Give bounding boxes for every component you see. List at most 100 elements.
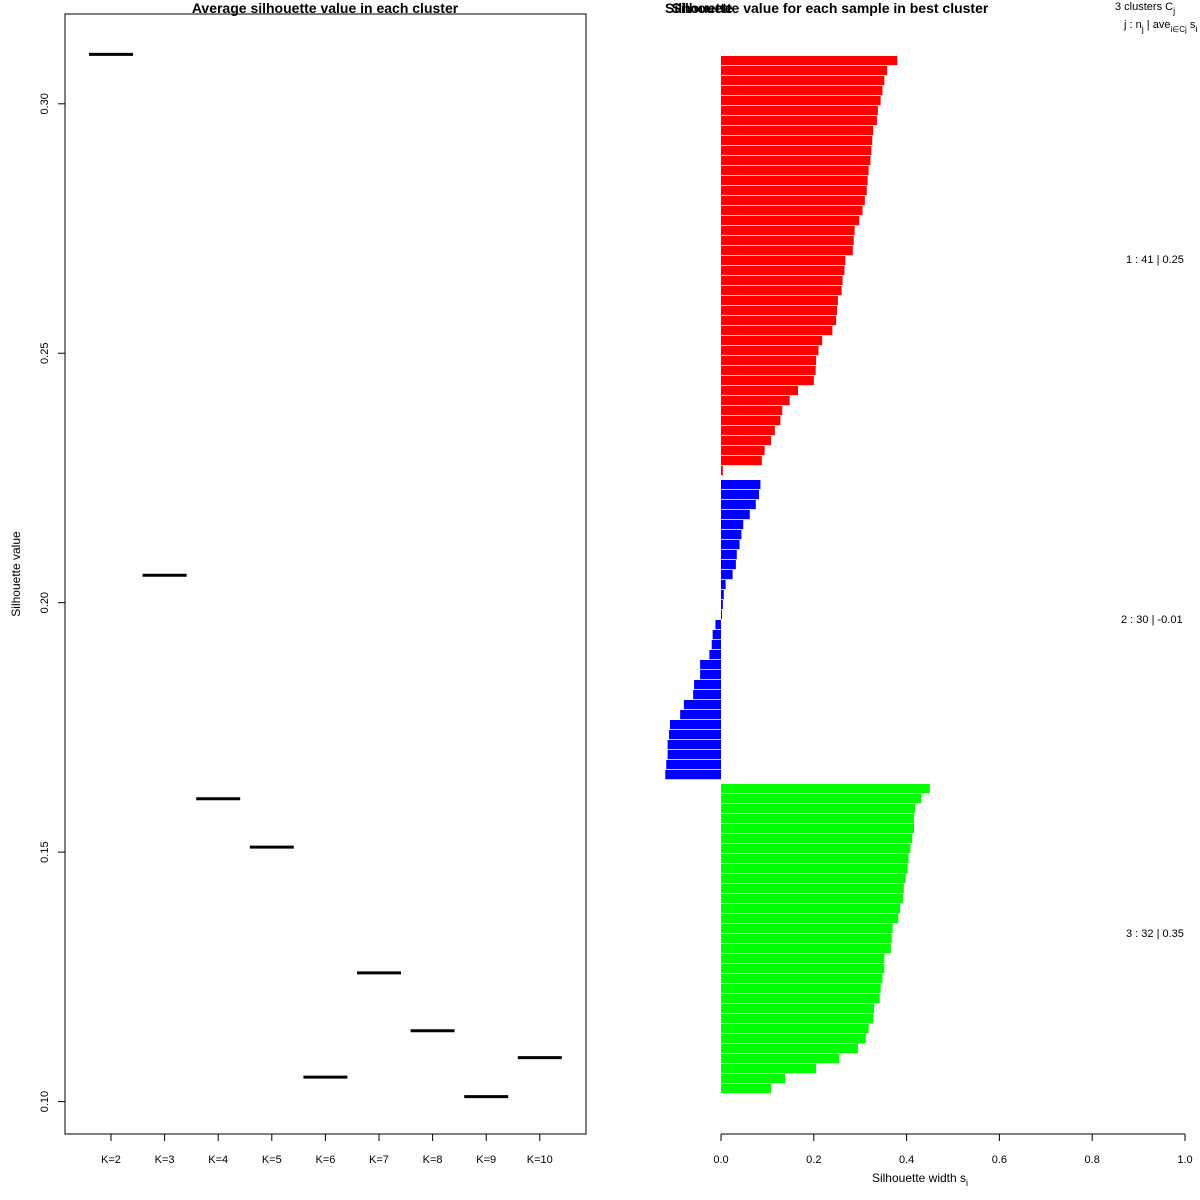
right-x-tick-label: 0.8 [1085,1154,1100,1166]
silhouette-bar-cluster-1 [721,176,868,186]
silhouette-bar-cluster-1 [721,426,775,436]
silhouette-bar-cluster-1 [721,106,878,116]
silhouette-bar-cluster-2 [721,590,724,600]
silhouette-bar-cluster-3 [721,1014,874,1024]
silhouette-bar-cluster-3 [721,1074,786,1084]
silhouette-bar-cluster-2 [683,700,721,710]
silhouette-bar-cluster-3 [721,1054,840,1064]
silhouette-bar-cluster-1 [721,276,843,286]
silhouette-bar-cluster-1 [721,416,781,426]
legend-header-line1-text: 3 clusters C [1115,1,1173,13]
left-chart-title: Average silhouette value in each cluster [192,0,459,16]
silhouette-bar-cluster-2 [721,520,744,530]
silhouette-bar-cluster-1 [721,256,846,266]
silhouette-bar-cluster-1 [721,376,814,386]
silhouette-bar-cluster-1 [721,236,854,246]
silhouette-bar-cluster-2 [700,670,721,680]
cluster-2-summary: 2 : 30 | -0.01 [1121,614,1183,626]
silhouette-bar-cluster-2 [721,570,733,580]
silhouette-bar-cluster-2 [721,490,760,500]
silhouette-bar-cluster-3 [721,954,885,964]
legend-header-line1: 3 clusters Cj [1115,1,1175,16]
silhouette-bar-cluster-2 [721,540,740,550]
left-y-tick-label: 0.20 [39,592,51,613]
silhouette-bar-cluster-3 [721,834,913,844]
silhouette-bar-cluster-1 [721,386,799,396]
silhouette-bar-cluster-2 [721,480,761,490]
silhouette-bar-cluster-1 [721,246,853,256]
legend-header-line2-j: j : n [1123,19,1142,31]
silhouette-bar-cluster-3 [721,854,909,864]
right-x-axis-label: Silhouette width si [872,1171,968,1188]
silhouette-bar-cluster-3 [721,864,908,874]
silhouette-bar-cluster-2 [665,770,721,780]
right-x-axis: 0.0 0.2 0.4 0.6 0.8 1.0 [713,1133,1193,1166]
silhouette-bar-cluster-1 [721,336,823,346]
silhouette-bar-cluster-3 [721,794,922,804]
right-x-tick-label: 1.0 [1177,1154,1192,1166]
left-panel: Average silhouette value in each cluster… [9,0,587,1166]
silhouette-bar-cluster-3 [721,1024,869,1034]
silhouette-bar-cluster-1 [721,266,845,276]
silhouette-bar-cluster-2 [693,690,721,700]
legend-header-line2-ave-sub: i∈Cj [1170,25,1187,34]
silhouette-bar-cluster-1 [721,316,837,326]
silhouette-bar-cluster-1 [721,56,898,66]
left-y-tick-label: 0.30 [39,93,51,114]
silhouette-bar-cluster-2 [715,620,721,630]
right-chart-title: Silhouette value for each sample in best… [672,0,989,16]
silhouette-bar-cluster-3 [721,894,903,904]
silhouette-bars [665,56,930,1094]
silhouette-bar-cluster-2 [700,660,721,670]
cluster-1-summary: 1 : 41 | 0.25 [1126,254,1184,266]
right-x-tick-label: 0.6 [992,1154,1007,1166]
silhouette-bar-cluster-1 [721,366,816,376]
left-x-tick-label: K=4 [208,1154,228,1166]
silhouette-bar-cluster-2 [669,720,721,730]
silhouette-bar-cluster-1 [721,456,762,466]
right-x-axis-label-subscript: i [966,1178,968,1188]
silhouette-bar-cluster-2 [721,610,722,620]
silhouette-bar-cluster-1 [721,406,783,416]
right-x-tick-label: 0.2 [806,1154,821,1166]
silhouette-bar-cluster-2 [667,750,721,760]
cluster-3-summary: 3 : 32 | 0.35 [1126,928,1184,940]
silhouette-bar-cluster-1 [721,66,888,76]
silhouette-bar-cluster-1 [721,306,837,316]
left-x-tick-label: K=7 [369,1154,389,1166]
silhouette-bar-cluster-1 [721,206,863,216]
silhouette-bar-cluster-1 [721,226,855,236]
silhouette-bar-cluster-1 [721,126,874,136]
silhouette-bar-cluster-1 [721,156,871,166]
left-y-axis: 0.10 0.15 0.20 0.25 0.30 [39,93,66,1112]
left-data-marks [89,52,562,1099]
silhouette-bar-cluster-3 [721,1004,875,1014]
silhouette-bar-cluster-1 [721,286,842,296]
silhouette-bar-cluster-1 [721,116,877,126]
silhouette-bar-cluster-1 [721,166,869,176]
left-x-tick-label: K=2 [101,1154,121,1166]
silhouette-bar-cluster-1 [721,296,838,306]
silhouette-bar-cluster-1 [721,216,860,226]
left-x-tick-label: K=10 [527,1154,553,1166]
silhouette-bar-cluster-2 [694,680,721,690]
legend-header-line2-j-sub: j [1141,24,1144,34]
silhouette-bar-cluster-3 [721,824,915,834]
silhouette-bar-cluster-1 [721,446,765,456]
silhouette-bar-cluster-3 [721,904,901,914]
silhouette-bar-cluster-3 [721,814,915,824]
silhouette-bar-cluster-3 [721,874,906,884]
silhouette-bar-cluster-3 [721,1084,772,1094]
silhouette-bar-cluster-1 [721,96,881,106]
silhouette-bar-cluster-3 [721,974,883,984]
left-x-tick-label: K=9 [476,1154,496,1166]
silhouette-bar-cluster-1 [721,136,873,146]
silhouette-bar-cluster-2 [712,630,721,640]
silhouette-bar-cluster-1 [721,146,872,156]
silhouette-bar-cluster-2 [666,760,721,770]
silhouette-bar-cluster-3 [721,784,930,794]
silhouette-bar-cluster-1 [721,196,865,206]
silhouette-bar-cluster-2 [709,650,721,660]
silhouette-bar-cluster-3 [721,1044,858,1054]
silhouette-bar-cluster-1 [721,86,883,96]
